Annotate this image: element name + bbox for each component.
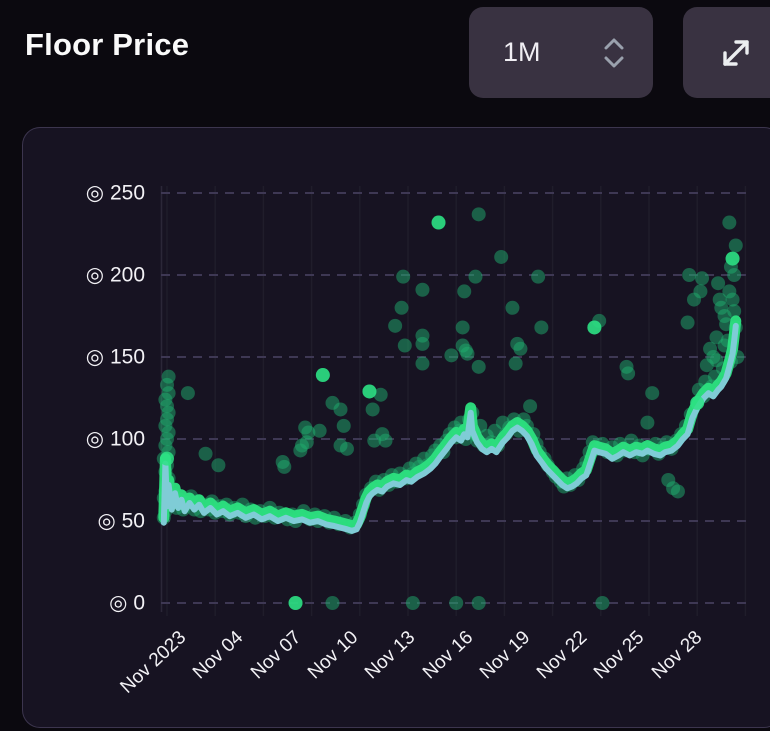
y-axis-label-200: ◎ 200 <box>85 263 145 287</box>
chevron-up-down-icon <box>601 36 627 70</box>
page-title: Floor Price <box>25 27 190 62</box>
y-axis-label-250: ◎ 250 <box>85 181 145 205</box>
time-range-value: 1M <box>503 37 541 67</box>
expand-button[interactable] <box>683 7 770 98</box>
y-axis-label-100: ◎ 100 <box>85 427 145 451</box>
y-axis-label-0: ◎ 0 <box>109 591 145 615</box>
y-axis-label-50: ◎ 50 <box>97 509 145 533</box>
time-range-dropdown[interactable]: 1M <box>469 7 653 98</box>
y-axis-label-150: ◎ 150 <box>85 345 145 369</box>
expand-arrows-icon <box>709 26 763 80</box>
